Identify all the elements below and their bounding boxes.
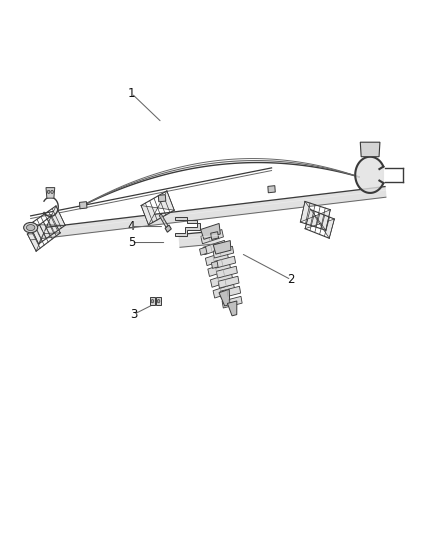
Polygon shape [210,273,233,287]
Text: 1: 1 [127,87,135,100]
Polygon shape [159,214,169,229]
Polygon shape [150,297,155,305]
Polygon shape [200,247,207,255]
Text: 3: 3 [130,308,137,321]
Polygon shape [175,217,200,236]
Polygon shape [27,216,60,251]
Polygon shape [29,206,65,244]
Polygon shape [179,231,219,247]
Polygon shape [227,301,237,316]
Polygon shape [220,286,240,298]
Polygon shape [165,225,171,232]
Polygon shape [211,232,219,239]
Polygon shape [215,256,236,268]
Polygon shape [30,187,386,240]
Polygon shape [222,296,242,308]
Polygon shape [360,142,380,157]
Polygon shape [305,209,334,238]
Ellipse shape [24,222,38,233]
Polygon shape [212,261,218,269]
Polygon shape [208,262,231,277]
Polygon shape [219,289,230,306]
Polygon shape [141,191,174,225]
Text: 5: 5 [128,236,135,249]
Circle shape [151,300,154,303]
Polygon shape [216,266,237,278]
Circle shape [51,190,53,193]
Text: 4: 4 [127,220,135,233]
Polygon shape [159,195,166,202]
Polygon shape [46,188,55,198]
Polygon shape [203,240,226,255]
Polygon shape [205,251,229,265]
Text: 2: 2 [287,273,295,286]
Polygon shape [218,276,239,288]
Polygon shape [156,297,161,305]
Polygon shape [268,185,275,193]
Circle shape [157,300,160,303]
Polygon shape [355,157,383,193]
Polygon shape [80,201,87,209]
Polygon shape [300,201,330,230]
Circle shape [47,190,50,193]
Polygon shape [213,246,233,258]
Ellipse shape [26,224,35,231]
Polygon shape [213,240,231,254]
Polygon shape [201,223,220,239]
Polygon shape [213,284,235,298]
Polygon shape [201,230,223,244]
